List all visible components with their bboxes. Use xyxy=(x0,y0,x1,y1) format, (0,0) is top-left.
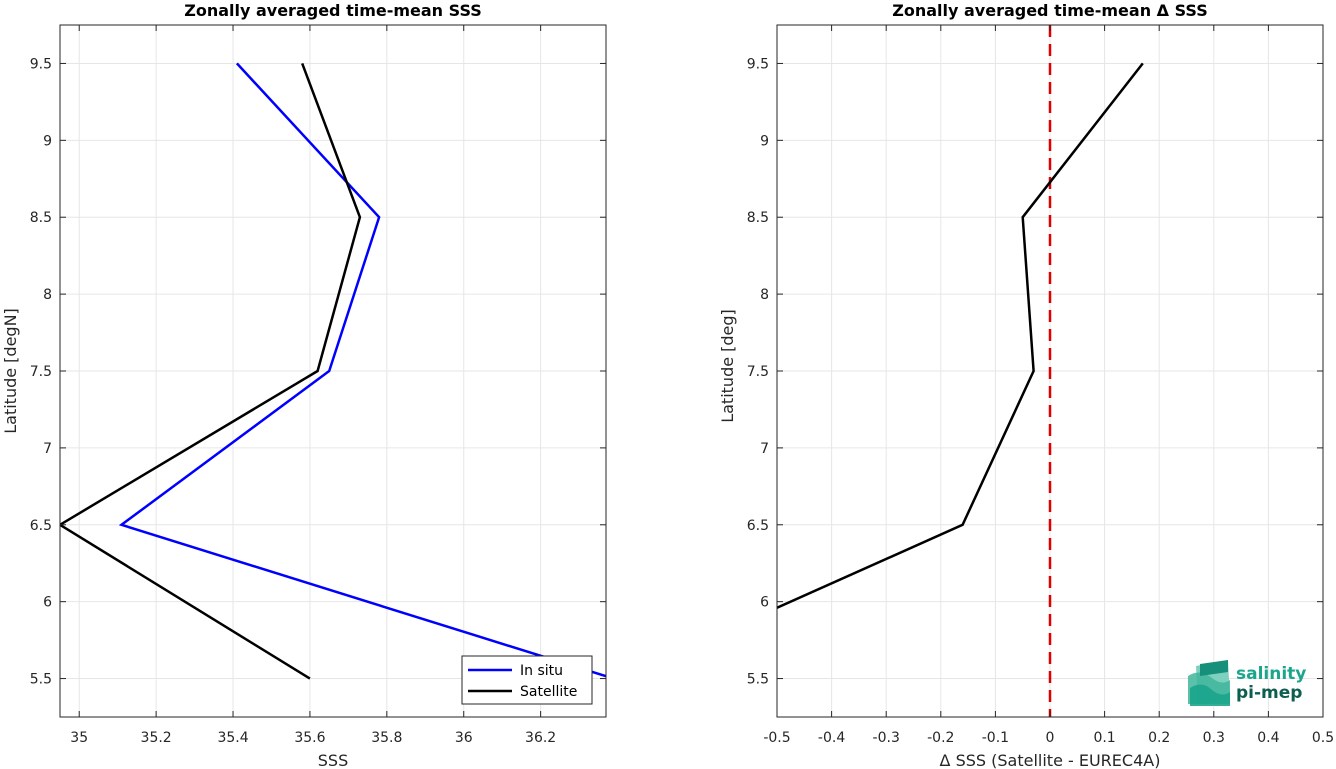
left-x-tick-label: 36.2 xyxy=(525,730,556,746)
left-y-tick-label: 8 xyxy=(43,287,52,303)
right-y-tick-label: 8.5 xyxy=(747,210,769,226)
left-y-tick-label: 5.5 xyxy=(30,672,52,688)
salinity-pi-mep-logo: salinity pi-mep xyxy=(1188,660,1306,706)
left-y-tick-label: 9.5 xyxy=(30,56,52,72)
right-x-tick-label: -0.5 xyxy=(763,730,790,746)
left-grid xyxy=(60,25,606,717)
right-x-tick-label: -0.2 xyxy=(927,730,954,746)
left-x-tick-label: 35.2 xyxy=(141,730,172,746)
left-chart-title: Zonally averaged time-mean SSS xyxy=(184,1,482,20)
right-y-tick-label: 7.5 xyxy=(747,364,769,380)
right-y-tick-label: 9 xyxy=(760,133,769,149)
left-ticks: 35 35.2 35.4 35.6 35.8 36 36.2 5.5 6 6.5 7 7.5 8 8.5 9… xyxy=(30,25,606,746)
right-y-tick-label: 9.5 xyxy=(747,56,769,72)
legend-label-satellite: Satellite xyxy=(520,684,577,700)
left-y-tick-label: 7 xyxy=(43,441,52,457)
right-chart: -0.5 -0.4 -0.3 -0.2 -0.1 0 0.1 0.2 0.3 0.4 0.5 5.5 6… xyxy=(718,1,1334,769)
right-x-tick-label: -0.4 xyxy=(818,730,845,746)
right-x-tick-label: -0.3 xyxy=(873,730,900,746)
right-x-tick-label: 0.2 xyxy=(1148,730,1170,746)
left-x-tick-label: 36 xyxy=(455,730,473,746)
left-y-tick-label: 8.5 xyxy=(30,210,52,226)
left-x-tick-label: 35 xyxy=(70,730,88,746)
right-chart-title: Zonally averaged time-mean Δ SSS xyxy=(892,1,1208,20)
left-series-group xyxy=(60,62,606,680)
right-x-tick-label: 0 xyxy=(1046,730,1055,746)
left-x-tick-label: 35.6 xyxy=(294,730,325,746)
left-y-tick-label: 9 xyxy=(43,133,52,149)
right-x-tick-label: 0.1 xyxy=(1093,730,1115,746)
left-y-axis-label: Latitude [degN] xyxy=(1,308,20,434)
left-chart: 35 35.2 35.4 35.6 35.8 36 36.2 5.5 6 6.5 7 7.5 8 8.5 9… xyxy=(1,1,607,769)
right-series-group xyxy=(777,25,1144,717)
right-y-axis-label: Latitude [deg] xyxy=(718,309,737,423)
wave-logo-icon xyxy=(1188,660,1230,706)
right-y-tick-label: 6 xyxy=(760,595,769,611)
legend-box xyxy=(461,655,593,705)
legend-label-in-situ: In situ xyxy=(520,663,563,679)
right-y-tick-label: 7 xyxy=(760,441,769,457)
right-y-tick-label: 5.5 xyxy=(747,672,769,688)
right-y-tick-label: 6.5 xyxy=(747,518,769,534)
left-y-tick-label: 6.5 xyxy=(30,518,52,534)
right-ticks: -0.5 -0.4 -0.3 -0.2 -0.1 0 0.1 0.2 0.3 0.4 0.5 5.5 6… xyxy=(747,25,1334,746)
logo-text-pi-mep: pi-mep xyxy=(1236,683,1302,703)
right-y-tick-label: 8 xyxy=(760,287,769,303)
left-y-tick-label: 6 xyxy=(43,595,52,611)
logo-text-salinity: salinity xyxy=(1236,664,1306,684)
left-legend: In situ Satellite xyxy=(461,655,593,705)
left-x-axis-label: SSS xyxy=(318,751,348,769)
right-x-tick-label: -0.1 xyxy=(982,730,1009,746)
right-x-tick-label: 0.5 xyxy=(1312,730,1334,746)
left-x-tick-label: 35.4 xyxy=(217,730,248,746)
left-y-tick-label: 7.5 xyxy=(30,364,52,380)
right-x-tick-label: 0.3 xyxy=(1203,730,1225,746)
right-x-tick-label: 0.4 xyxy=(1257,730,1279,746)
left-x-tick-label: 35.8 xyxy=(371,730,402,746)
right-x-axis-label: Δ SSS (Satellite - EUREC4A) xyxy=(940,751,1161,769)
